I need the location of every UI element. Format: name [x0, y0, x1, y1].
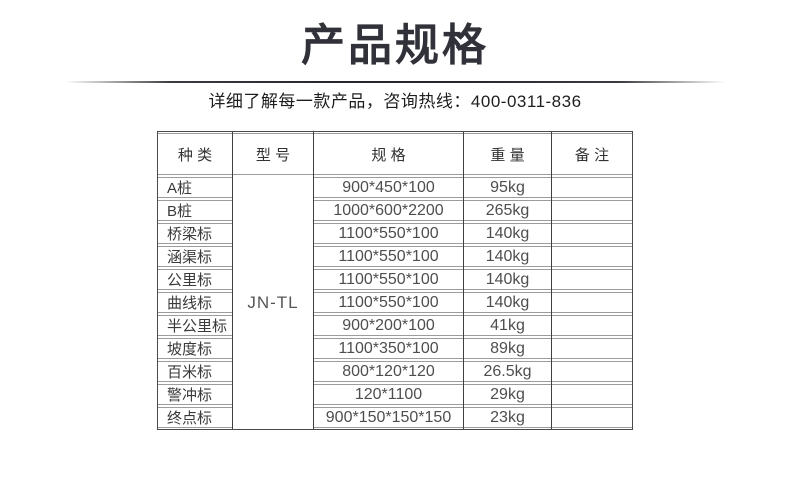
model-cell: JN-TL	[247, 292, 299, 312]
weight-cell: 95kg	[464, 177, 551, 198]
subtitle-hotline: 详细了解每一款产品，咨询热线：400-0311-836	[208, 92, 582, 111]
weight-cell: 29kg	[464, 384, 551, 405]
product-spec-page: 产品规格 详细了解每一款产品，咨询热线：400-0311-836 种 类 A桩 …	[0, 20, 790, 485]
note-cell	[552, 407, 632, 428]
column-divider	[463, 132, 464, 429]
header-kind: 种 类	[158, 133, 232, 175]
title-divider	[65, 81, 725, 83]
column-weight: 重 量 95kg 265kg 140kg 140kg 140kg 140kg 4…	[464, 132, 551, 429]
weight-cell: 140kg	[464, 223, 551, 244]
weight-cell: 265kg	[464, 200, 551, 221]
spec-cell: 1100*550*100	[314, 223, 463, 244]
header-spec: 规 格	[314, 133, 463, 175]
kind-cell: A桩	[158, 177, 232, 198]
page-title: 产品规格	[301, 21, 489, 70]
note-cell	[552, 223, 632, 244]
column-model: 型 号 JN-TL	[233, 132, 313, 429]
kind-cell: 半公里标	[158, 315, 232, 336]
spec-cell: 1000*600*2200	[314, 200, 463, 221]
weight-cell: 140kg	[464, 292, 551, 313]
weight-cell: 140kg	[464, 246, 551, 267]
column-spec: 规 格 900*450*100 1000*600*2200 1100*550*1…	[314, 132, 463, 429]
column-divider	[232, 132, 233, 429]
header-note: 备 注	[552, 133, 632, 175]
note-cell	[552, 200, 632, 221]
weight-cell: 26.5kg	[464, 361, 551, 382]
kind-cell: 曲线标	[158, 292, 232, 313]
weight-cell: 23kg	[464, 407, 551, 428]
spec-cell: 1100*550*100	[314, 292, 463, 313]
weight-cell: 89kg	[464, 338, 551, 359]
spec-cell: 1100*350*100	[314, 338, 463, 359]
weight-cell: 140kg	[464, 269, 551, 290]
note-cell	[552, 246, 632, 267]
spec-cell: 120*1100	[314, 384, 463, 405]
column-divider	[313, 132, 314, 429]
kind-cell: 坡度标	[158, 338, 232, 359]
kind-cell: 警冲标	[158, 384, 232, 405]
note-cell	[552, 177, 632, 198]
spec-cell: 900*200*100	[314, 315, 463, 336]
spec-cell: 800*120*120	[314, 361, 463, 382]
kind-cell: 终点标	[158, 407, 232, 428]
column-kind: 种 类 A桩 B桩 桥梁标 涵渠标 公里标 曲线标 半公里标 坡度标 百米标 警…	[158, 132, 232, 429]
column-note: 备 注	[552, 132, 632, 429]
column-divider	[551, 132, 552, 429]
kind-cell: B桩	[158, 200, 232, 221]
note-cell	[552, 315, 632, 336]
spec-cell: 1100*550*100	[314, 246, 463, 267]
kind-cell: 公里标	[158, 269, 232, 290]
spec-cell: 1100*550*100	[314, 269, 463, 290]
spec-cell: 900*450*100	[314, 177, 463, 198]
note-cell	[552, 361, 632, 382]
note-cell	[552, 384, 632, 405]
kind-cell: 涵渠标	[158, 246, 232, 267]
product-spec-table: 种 类 A桩 B桩 桥梁标 涵渠标 公里标 曲线标 半公里标 坡度标 百米标 警…	[157, 131, 633, 430]
note-cell	[552, 338, 632, 359]
note-cell	[552, 269, 632, 290]
header-weight: 重 量	[464, 133, 551, 175]
spec-cell: 900*150*150*150	[314, 407, 463, 428]
header-model: 型 号	[233, 133, 313, 175]
note-cell	[552, 292, 632, 313]
kind-cell: 桥梁标	[158, 223, 232, 244]
kind-cell: 百米标	[158, 361, 232, 382]
weight-cell: 41kg	[464, 315, 551, 336]
